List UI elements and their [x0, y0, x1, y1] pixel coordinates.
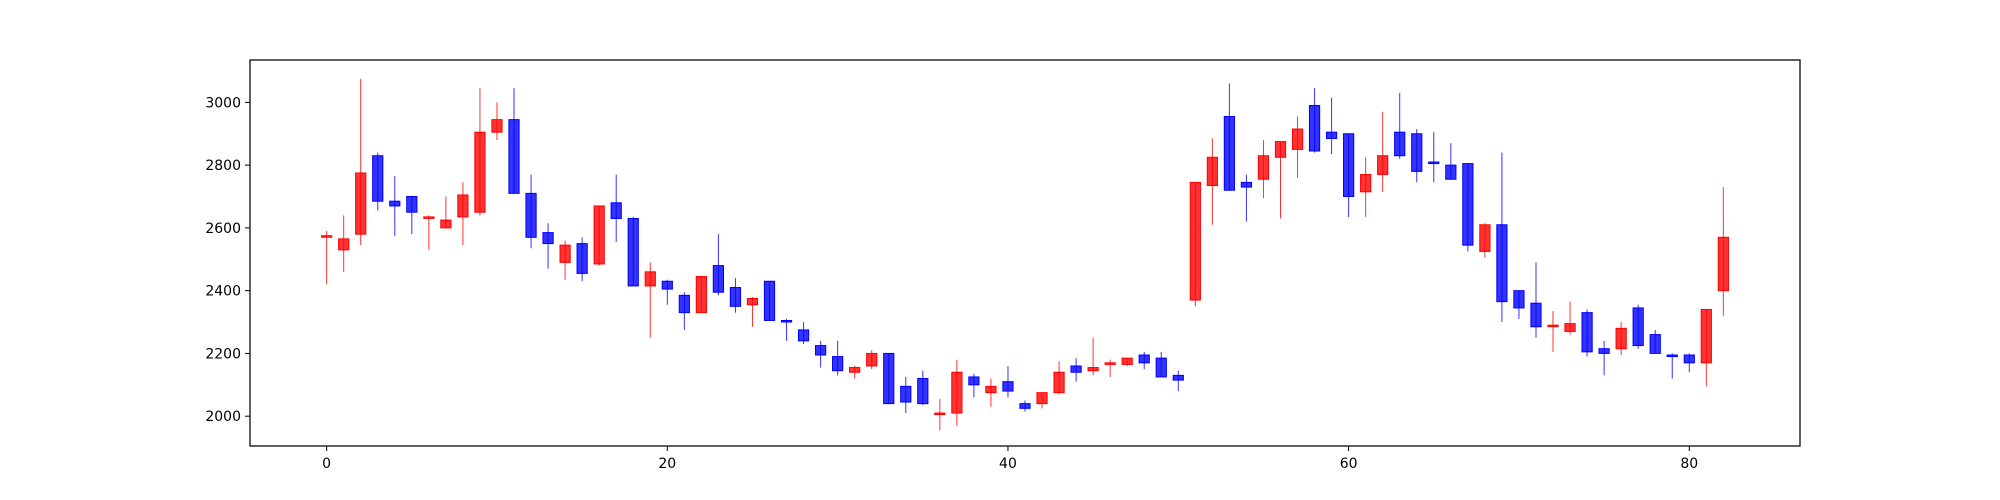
candle-body-down	[1445, 164, 1457, 180]
candle-body-down	[1070, 365, 1082, 373]
candle-body-down	[1308, 105, 1321, 152]
candle-body-up	[1700, 308, 1712, 364]
candle-body-up	[1291, 128, 1304, 150]
candle-body-up	[1377, 155, 1389, 176]
candle-body-up	[474, 131, 486, 213]
candle-body-up	[1189, 181, 1201, 301]
candle-body-down	[712, 265, 725, 293]
x-tick-label: 0	[322, 456, 331, 472]
candle-body-down	[729, 287, 742, 307]
candle-body-down	[1683, 354, 1695, 364]
candle-body-down	[542, 232, 554, 245]
candle-body-down	[372, 155, 384, 202]
candle-body-down	[1155, 357, 1167, 378]
candle-body-up	[1564, 323, 1576, 332]
candle-body-down	[832, 356, 844, 372]
candle-body-up	[423, 216, 435, 219]
candle-body-down	[1325, 131, 1338, 139]
candle-body-up	[559, 244, 571, 263]
candle-body-down	[678, 294, 690, 314]
candle-body-up	[1121, 357, 1133, 365]
candle-body-down	[1632, 307, 1644, 347]
candles-layer	[321, 78, 1729, 431]
candle-body-down	[389, 200, 401, 207]
candle-body-up	[951, 371, 963, 414]
candle-body-down	[1172, 374, 1184, 381]
candle-body-down	[814, 345, 827, 356]
candle-body-down	[1223, 115, 1236, 191]
candle-body-up	[593, 205, 605, 265]
plot-frame	[249, 59, 1801, 447]
candle-body-down	[1138, 354, 1150, 364]
y-tick-label: 2600	[205, 221, 241, 237]
candle-body-up	[1036, 392, 1048, 405]
candle-body-down	[610, 202, 622, 219]
candle-body-up	[1104, 362, 1116, 365]
y-tick-label: 3000	[205, 95, 241, 111]
candle-body-down	[1513, 290, 1525, 309]
candle-body-down	[1240, 181, 1253, 188]
candle-body-up	[1479, 224, 1491, 252]
candle-body-up	[1274, 141, 1287, 158]
candle-body-down	[917, 378, 929, 405]
candle-body-up	[491, 119, 503, 133]
candle-body-down	[1002, 381, 1014, 392]
candle-body-down	[627, 217, 639, 287]
candle-body-down	[1649, 334, 1661, 354]
candle-body-up	[695, 276, 707, 314]
y-tick-label: 2800	[205, 158, 241, 174]
candle-body-up	[457, 194, 469, 218]
candle-body-down	[1428, 161, 1440, 165]
x-tick-label: 80	[1680, 456, 1698, 472]
candle-body-up	[1053, 371, 1065, 394]
candle-body-down	[780, 319, 793, 323]
candle-body-up	[440, 219, 452, 229]
candle-body-down	[1581, 312, 1593, 353]
candle-body-down	[406, 196, 418, 213]
candle-body-down	[883, 352, 895, 405]
candle-body-up	[746, 298, 759, 306]
candle-body-down	[1019, 403, 1031, 409]
candle-body-down	[797, 329, 810, 342]
candle-body-down	[1394, 131, 1406, 157]
candle-body-down	[1666, 354, 1678, 358]
candle-body-up	[1717, 236, 1729, 292]
candle-body-up	[1206, 156, 1218, 187]
candle-body-down	[576, 243, 588, 274]
candle-body-up	[866, 352, 878, 367]
candle-body-down	[508, 119, 520, 194]
candle-body-down	[1343, 133, 1355, 198]
x-tick-label: 60	[1340, 456, 1358, 472]
x-tick-label: 40	[999, 456, 1017, 472]
candle-body-up	[985, 385, 997, 394]
candle-body-down	[1496, 224, 1508, 303]
candle-body-down	[525, 192, 537, 238]
candle-body-up	[1257, 155, 1270, 180]
candle-body-up	[321, 235, 333, 238]
candle-body-down	[1411, 133, 1423, 172]
candle-body-down	[968, 376, 980, 386]
candle-body-up	[1615, 327, 1627, 350]
candle-body-down	[900, 385, 912, 403]
candle-body-down	[1530, 302, 1542, 328]
candle-body-up	[849, 367, 861, 373]
candle-body-up	[934, 412, 946, 416]
y-tick-label: 2200	[205, 346, 241, 362]
candle-body-down	[763, 280, 776, 321]
candle-body-up	[1360, 174, 1372, 193]
candle-body-down	[1598, 348, 1610, 354]
x-tick-label: 20	[658, 456, 676, 472]
candle-body-up	[355, 172, 367, 235]
y-tick-label: 2400	[205, 284, 241, 300]
candle-body-up	[1547, 324, 1559, 328]
candle-body-down	[661, 280, 673, 290]
candle-body-down	[1462, 163, 1474, 246]
candle-body-up	[1087, 367, 1099, 372]
axes-layer: 0 20 40 60 80 2000 2200 2400 2600 2800 3000	[205, 59, 1801, 472]
candle-body-up	[644, 271, 656, 287]
candle-body-up	[338, 238, 350, 251]
y-tick-label: 2000	[205, 409, 241, 425]
